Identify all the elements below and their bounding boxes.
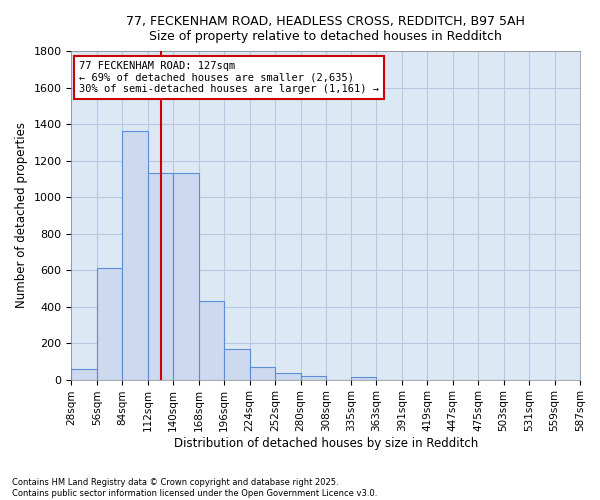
Bar bbox=[275, 373, 301, 380]
Bar bbox=[250, 367, 275, 380]
Y-axis label: Number of detached properties: Number of detached properties bbox=[15, 122, 28, 308]
Bar bbox=[224, 348, 250, 380]
Text: 77 FECKENHAM ROAD: 127sqm
← 69% of detached houses are smaller (2,635)
30% of se: 77 FECKENHAM ROAD: 127sqm ← 69% of detac… bbox=[79, 61, 379, 94]
Bar bbox=[351, 377, 376, 380]
Bar bbox=[122, 132, 148, 380]
Bar bbox=[71, 368, 97, 380]
Bar bbox=[97, 268, 122, 380]
Bar bbox=[301, 376, 326, 380]
Bar bbox=[148, 174, 173, 380]
X-axis label: Distribution of detached houses by size in Redditch: Distribution of detached houses by size … bbox=[173, 437, 478, 450]
Bar bbox=[199, 301, 224, 380]
Text: Contains HM Land Registry data © Crown copyright and database right 2025.
Contai: Contains HM Land Registry data © Crown c… bbox=[12, 478, 377, 498]
Title: 77, FECKENHAM ROAD, HEADLESS CROSS, REDDITCH, B97 5AH
Size of property relative : 77, FECKENHAM ROAD, HEADLESS CROSS, REDD… bbox=[126, 15, 525, 43]
Bar bbox=[173, 174, 199, 380]
